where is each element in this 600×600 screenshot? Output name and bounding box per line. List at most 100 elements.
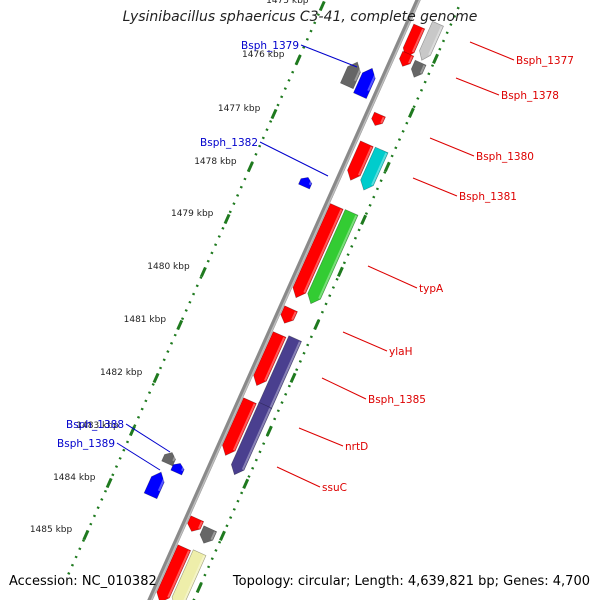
gene-label: nrtD xyxy=(345,441,368,453)
gene-bsph-1385-shine xyxy=(264,337,286,381)
gene-typa xyxy=(292,203,344,299)
gene-bsph-1380-shine xyxy=(357,146,373,176)
tick-label: 1481 kbp xyxy=(124,315,167,325)
gene-bsph-1388-gray xyxy=(161,452,176,467)
gene-small-red xyxy=(371,111,386,126)
gene-bsph-1389 xyxy=(143,471,165,500)
tick-mark xyxy=(270,108,278,120)
gene-bsph-1388-gray-shine xyxy=(172,454,177,462)
tick-mark xyxy=(223,213,231,225)
gene-red-lower xyxy=(187,515,205,532)
gene-label: typA xyxy=(419,283,444,295)
gene-label: Bsph_1381 xyxy=(459,191,517,203)
tick-mark xyxy=(176,319,184,331)
gene-green-shine xyxy=(318,215,358,299)
gene-lightgray xyxy=(419,20,444,61)
tick-mark-right xyxy=(360,214,368,225)
gene-bsph-1380 xyxy=(347,140,374,181)
gene-bsph-1377-shine xyxy=(411,28,424,53)
gene-bsph-1378-shine xyxy=(408,55,413,64)
gene-label: Bsph_1377 xyxy=(516,55,574,67)
gene-bsph-1381 xyxy=(360,146,389,191)
tick-label: 1480 kbp xyxy=(147,262,190,272)
label-leader xyxy=(321,377,367,400)
gene-bsph-1378 xyxy=(399,50,415,67)
tick-mark xyxy=(318,0,326,12)
gene-bsph-1385 xyxy=(253,331,287,387)
gene-gray-lower xyxy=(199,525,218,544)
tick-label: 1476 kbp xyxy=(242,50,285,60)
label-leader xyxy=(116,442,161,471)
tick-mark-right xyxy=(219,530,226,541)
gene-bsph-1382 xyxy=(298,177,313,190)
gene-bsph-1379-shine xyxy=(367,71,378,92)
axis-right-dotted xyxy=(192,6,460,600)
gene-bsph-1379-gray xyxy=(340,61,361,90)
tick-mark xyxy=(294,54,302,66)
tick-mark xyxy=(128,425,136,437)
gene-nrtd-shine xyxy=(232,403,256,451)
label-leader xyxy=(259,141,329,177)
label-leader xyxy=(469,41,515,61)
label-leader xyxy=(429,137,475,157)
gene-label: Bsph_1388 xyxy=(66,419,124,431)
gene-bsph-1381-shine xyxy=(371,152,388,186)
gene-gray xyxy=(410,59,427,78)
gene-red-lower-shine xyxy=(197,521,203,529)
tick-label: 1477 kbp xyxy=(218,104,261,114)
gene-label: Bsph_1382 xyxy=(200,137,258,149)
tick-label: 1482 kbp xyxy=(100,368,143,378)
label-leader xyxy=(125,423,171,453)
gene-bsph-1379-gray-shine xyxy=(354,64,363,82)
tick-mark xyxy=(246,161,254,173)
gene-bsph-1379 xyxy=(353,67,376,99)
genome-backbone xyxy=(147,0,421,600)
tick-mark-right xyxy=(265,425,273,436)
gene-yellow-bottom-shine xyxy=(183,555,206,600)
gene-label: Bsph_1380 xyxy=(476,151,534,163)
gene-ylah-shine xyxy=(291,311,297,321)
tick-mark-right xyxy=(242,478,250,489)
tick-mark xyxy=(82,529,90,541)
label-leader xyxy=(342,331,388,352)
gene-bsph-1382-shine xyxy=(308,179,313,186)
gene-purple-1-shine xyxy=(269,341,301,409)
gene-lightgray-shine xyxy=(428,26,443,56)
gene-red-bottom-shine xyxy=(167,550,190,598)
gene-green xyxy=(307,209,359,305)
tick-label: 1478 kbp xyxy=(194,157,237,167)
gene-label: ssuC xyxy=(322,482,347,494)
gene-gray-shine xyxy=(419,65,426,74)
tick-label: 1479 kbp xyxy=(171,209,214,219)
tick-mark xyxy=(105,477,113,489)
gene-typa-shine xyxy=(303,209,343,293)
label-leader xyxy=(412,177,458,197)
gene-gray-lower-shine xyxy=(210,531,216,541)
gene-yellow-bottom xyxy=(171,549,207,600)
gene-label: Bsph_1378 xyxy=(501,90,559,102)
tick-mark-right xyxy=(313,319,321,330)
map-title: Lysinibacillus sphaericus C3-41, complet… xyxy=(122,9,478,25)
tick-mark xyxy=(152,372,160,384)
gene-bsph-1389-shine xyxy=(157,474,167,492)
backbone-highlight xyxy=(150,0,421,600)
tick-label: 1483 kbp xyxy=(76,421,119,431)
gene-label: Bsph_1385 xyxy=(368,394,426,406)
gene-bsph-1388 xyxy=(170,463,185,476)
label-leader xyxy=(276,466,321,488)
gene-label: Bsph_1389 xyxy=(57,438,115,450)
tick-mark xyxy=(200,266,207,278)
label-leader xyxy=(455,77,500,96)
gene-label: ylaH xyxy=(389,346,412,358)
gene-label: Bsph_1379 xyxy=(241,40,299,52)
gene-small-red-shine xyxy=(380,116,385,124)
gene-red-bottom xyxy=(156,544,192,600)
genome-summary: Topology: circular; Length: 4,639,821 bp… xyxy=(232,574,590,589)
tick-label: 1485 kbp xyxy=(30,525,73,535)
gene-nrtd xyxy=(222,397,257,456)
accession-text: Accession: NC_010382 xyxy=(9,574,157,589)
tick-mark-right xyxy=(408,107,415,118)
tick-mark-right xyxy=(383,161,391,172)
tick-mark-right xyxy=(289,372,297,383)
